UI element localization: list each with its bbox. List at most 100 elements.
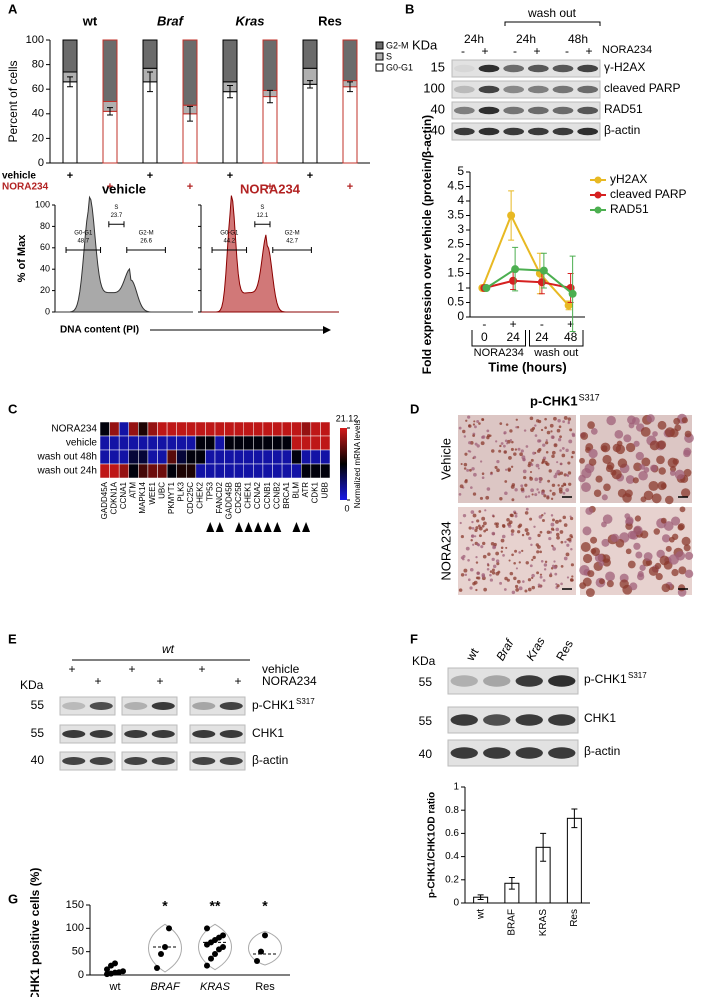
cell — [564, 540, 567, 544]
cell — [567, 421, 570, 425]
cell — [531, 558, 534, 562]
cell — [514, 549, 518, 553]
cell — [565, 488, 570, 492]
cell — [518, 561, 521, 564]
cell — [529, 564, 533, 568]
heat-cell — [99, 421, 110, 437]
column-label: CDC25C — [186, 482, 195, 514]
heat-cell — [301, 463, 312, 479]
heat-cell — [157, 435, 168, 451]
heat-cell — [195, 463, 206, 479]
y-tick-label: 60 — [40, 242, 50, 252]
cell — [479, 460, 483, 463]
x-tick-label: BRAF — [507, 909, 518, 936]
cell — [494, 522, 498, 526]
cell — [486, 487, 491, 491]
cell — [578, 474, 586, 483]
sign: - — [482, 317, 486, 331]
cell — [509, 571, 514, 576]
heat-cell — [118, 463, 129, 479]
cell — [633, 440, 640, 447]
cell — [476, 519, 480, 523]
heat-cell — [291, 435, 302, 451]
point — [507, 211, 516, 220]
cell — [503, 432, 506, 435]
cell — [567, 471, 572, 475]
cell — [504, 491, 508, 496]
cell — [663, 521, 674, 531]
cell — [560, 540, 564, 544]
colorbar-label: Normalized mRNA levels — [353, 420, 362, 508]
sign: + — [533, 44, 540, 58]
significance: * — [162, 898, 168, 914]
superscript: S317 — [296, 697, 315, 706]
blot — [59, 751, 116, 771]
cell — [545, 450, 549, 454]
band — [453, 85, 475, 94]
cell — [471, 520, 474, 524]
legend-label: G2-M — [386, 40, 409, 50]
y-axis-label: Percent of cells — [6, 60, 20, 142]
cell — [482, 541, 486, 546]
cell — [495, 571, 500, 576]
cell — [551, 450, 556, 455]
cell — [466, 468, 470, 472]
cell — [522, 580, 525, 583]
point — [511, 265, 520, 274]
cell — [513, 561, 516, 565]
row-label: β-actin — [252, 753, 288, 767]
x-tick-label: KRAS — [538, 909, 549, 937]
point — [254, 958, 260, 964]
point — [112, 960, 118, 967]
cell — [595, 475, 603, 483]
cell — [480, 545, 484, 549]
x-tick-label: Res — [569, 909, 580, 927]
y-tick-label: 3.5 — [447, 208, 464, 222]
heat-cell — [118, 435, 129, 451]
micrograph — [458, 415, 576, 503]
y-tick-label: 2 — [457, 251, 464, 265]
band — [124, 757, 148, 765]
column-label: CDC25B — [234, 482, 243, 514]
cell — [534, 434, 538, 437]
kda-label: KDa — [412, 37, 438, 52]
cell — [683, 544, 691, 552]
cell — [473, 420, 476, 423]
cell — [633, 525, 643, 535]
cell — [660, 517, 667, 524]
cell — [467, 558, 470, 562]
band — [219, 757, 243, 765]
cell — [551, 483, 556, 488]
band — [450, 675, 478, 687]
bar-segment — [302, 83, 318, 164]
cell — [514, 488, 518, 492]
band — [515, 747, 543, 759]
cell — [558, 425, 562, 429]
row-label: RAD51 — [604, 102, 643, 116]
band — [483, 714, 511, 726]
cell — [482, 521, 487, 526]
cell — [483, 529, 487, 533]
cell — [482, 554, 487, 559]
heat-cell — [243, 463, 254, 479]
cell — [625, 442, 636, 453]
cell — [594, 553, 604, 563]
heat-cell — [320, 421, 331, 437]
cell — [471, 467, 475, 471]
cell — [496, 468, 500, 473]
sign: + — [481, 44, 488, 58]
heat-cell — [138, 421, 149, 437]
cell — [649, 440, 660, 451]
point — [564, 301, 573, 310]
treatment-label: NORA234 — [602, 44, 652, 56]
band — [124, 730, 148, 738]
heat-cell — [186, 421, 197, 437]
cell — [634, 515, 641, 522]
point — [158, 951, 164, 957]
kda-value: 40 — [31, 753, 45, 767]
cell — [542, 458, 546, 462]
heat-cell — [281, 449, 292, 465]
point — [220, 932, 226, 939]
cell — [546, 430, 551, 435]
cell — [478, 526, 483, 531]
